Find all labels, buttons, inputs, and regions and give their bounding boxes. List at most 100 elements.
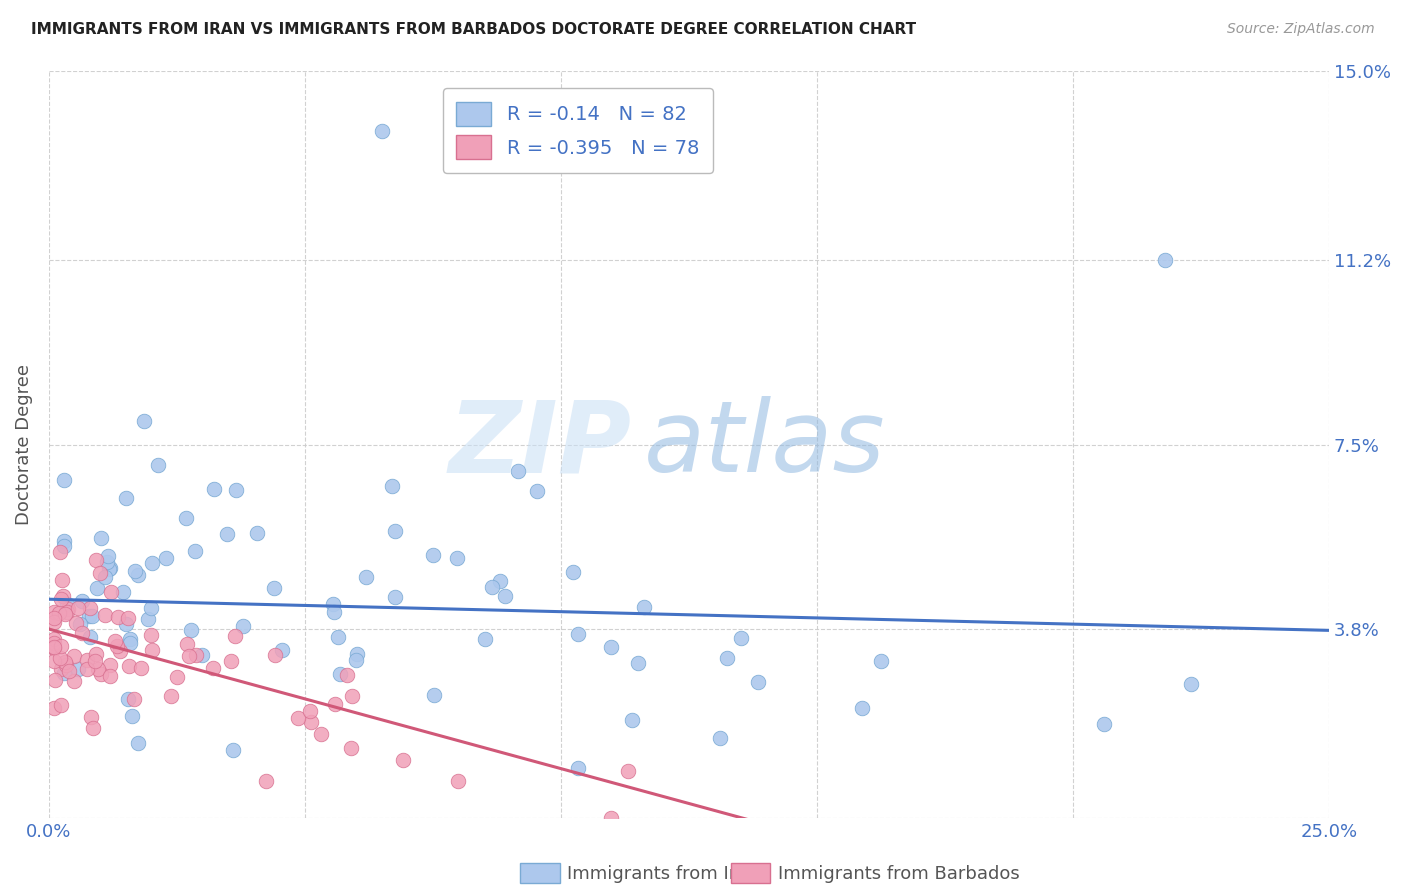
Point [263, 581, 285, 595]
Point [76, 653, 98, 667]
Point [53, 666, 76, 681]
Point [115, 491, 138, 505]
Point [120, 636, 142, 650]
Point [70, 626, 93, 640]
Point [298, 704, 321, 718]
Point [299, 715, 322, 730]
Point [1180, 676, 1202, 690]
Point [86, 581, 108, 595]
Legend: R = -0.14   N = 82, R = -0.395   N = 78: R = -0.14 N = 82, R = -0.395 N = 78 [443, 88, 713, 173]
Text: atlas: atlas [644, 396, 886, 493]
Point [42, 611, 65, 625]
Point [42, 654, 65, 668]
Point [115, 617, 138, 632]
Point [747, 675, 769, 690]
Point [225, 483, 247, 497]
Point [166, 670, 188, 684]
Point [141, 556, 163, 570]
Point [63, 673, 86, 688]
Point [221, 743, 243, 757]
Point [422, 548, 444, 562]
Point [111, 585, 134, 599]
Point [69, 616, 91, 631]
Point [98, 560, 121, 574]
Point [132, 414, 155, 428]
Point [384, 524, 406, 538]
Point [447, 774, 470, 789]
Point [55, 657, 77, 672]
Point [105, 639, 128, 653]
Point [42, 615, 65, 630]
Point [53, 607, 76, 621]
Point [344, 653, 367, 667]
Point [86, 647, 108, 661]
Point [86, 662, 108, 676]
Y-axis label: Doctorate Degree: Doctorate Degree [15, 364, 32, 525]
Point [617, 764, 640, 778]
Point [56, 602, 79, 616]
Text: IMMIGRANTS FROM IRAN VS IMMIGRANTS FROM BARBADOS DOCTORATE DEGREE CORRELATION CH: IMMIGRANTS FROM IRAN VS IMMIGRANTS FROM … [31, 22, 917, 37]
Point [716, 651, 738, 665]
Point [287, 711, 309, 725]
Point [177, 648, 200, 663]
Point [176, 637, 198, 651]
Point [90, 531, 112, 545]
Point [58, 664, 80, 678]
Point [381, 478, 404, 492]
Point [49, 662, 72, 676]
Point [98, 669, 121, 683]
Point [107, 610, 129, 624]
Point [127, 568, 149, 582]
Point [42, 640, 65, 655]
Point [79, 630, 101, 644]
Text: Immigrants from Barbados: Immigrants from Barbados [778, 865, 1019, 883]
Point [52, 590, 75, 604]
Point [108, 644, 131, 658]
Text: Immigrants from Iran: Immigrants from Iran [567, 865, 758, 883]
Text: Source: ZipAtlas.com: Source: ZipAtlas.com [1227, 22, 1375, 37]
Point [117, 692, 139, 706]
Point [336, 667, 359, 681]
Point [97, 549, 120, 563]
Point [42, 632, 65, 646]
Point [62, 649, 84, 664]
Point [174, 511, 197, 525]
Point [89, 566, 111, 581]
Point [49, 545, 72, 559]
Point [79, 600, 101, 615]
Point [488, 574, 510, 589]
Point [67, 601, 90, 615]
Point [84, 553, 107, 567]
Point [709, 731, 731, 745]
Point [42, 640, 65, 654]
Point [98, 657, 121, 672]
Point [67, 662, 90, 676]
Point [53, 539, 76, 553]
Point [48, 607, 70, 621]
Point [494, 589, 516, 603]
Point [49, 698, 72, 712]
Point [131, 661, 153, 675]
Point [42, 636, 65, 650]
Point [215, 527, 238, 541]
Point [264, 648, 287, 662]
Point [1092, 717, 1115, 731]
Point [100, 585, 122, 599]
Point [93, 569, 115, 583]
Point [633, 599, 655, 614]
Point [49, 639, 72, 653]
Point [124, 565, 146, 579]
Point [384, 591, 406, 605]
Point [851, 701, 873, 715]
Point [53, 473, 76, 487]
Point [186, 648, 208, 662]
Point [627, 656, 650, 670]
Point [139, 600, 162, 615]
Point [232, 619, 254, 633]
Point [104, 634, 127, 648]
Point [72, 594, 94, 608]
Point [309, 727, 332, 741]
Point [221, 654, 243, 668]
Point [191, 648, 214, 662]
Point [1154, 253, 1177, 268]
